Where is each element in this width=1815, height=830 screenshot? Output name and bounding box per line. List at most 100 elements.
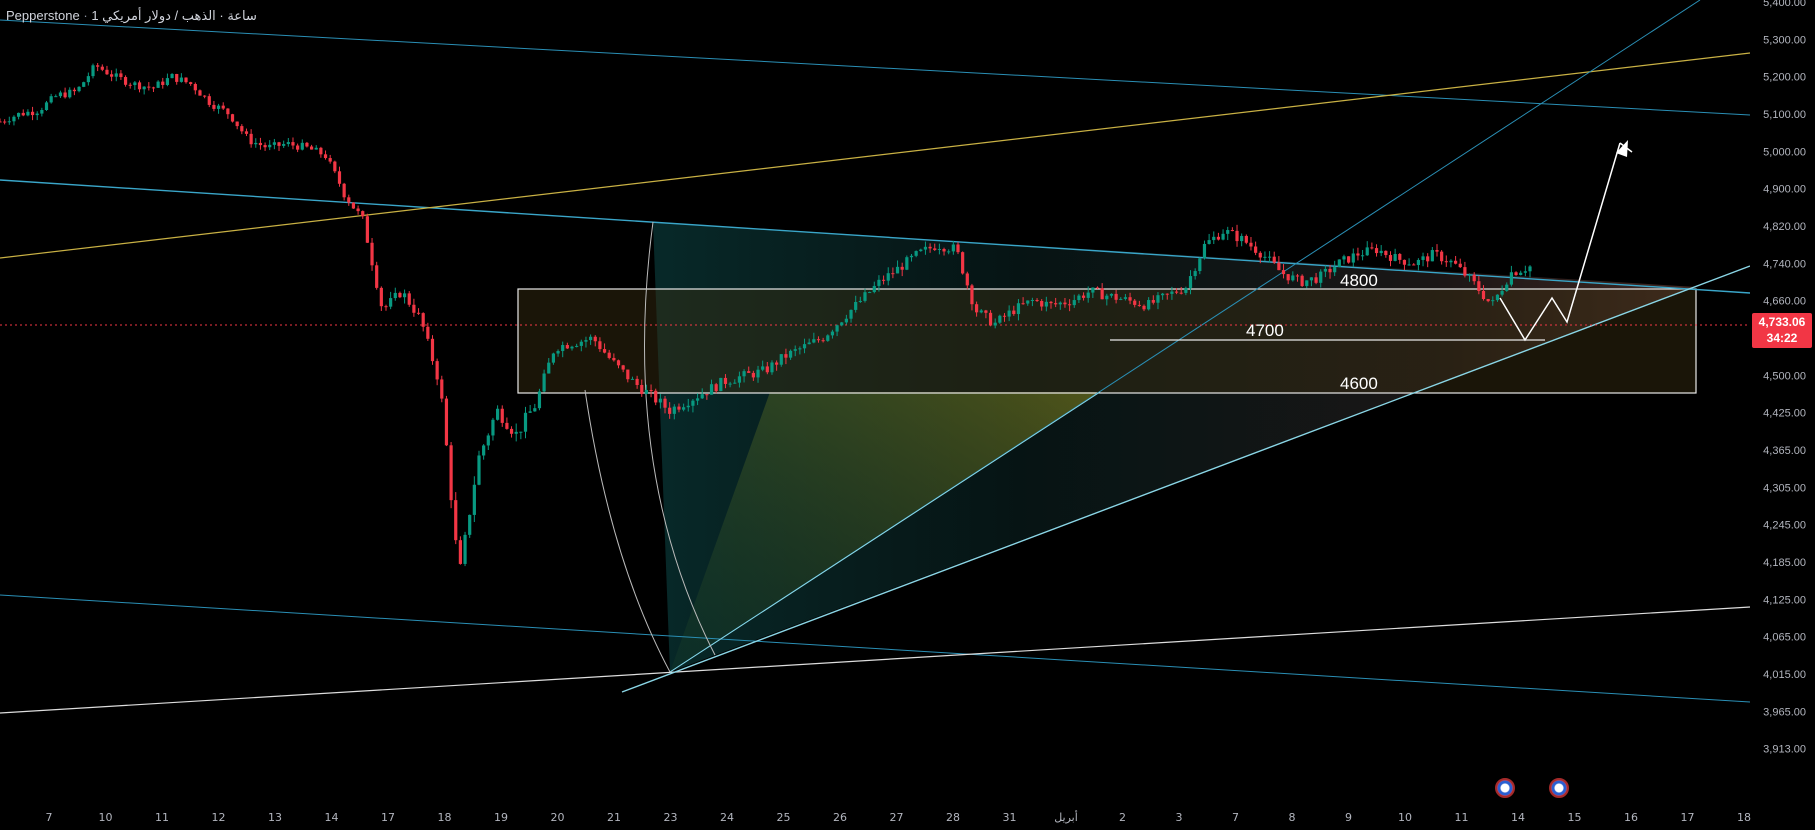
candle-body (1458, 263, 1462, 268)
candle-body (21, 112, 25, 116)
candle-body (1142, 305, 1146, 310)
us-flag-icon[interactable] (1549, 778, 1569, 798)
candle-body (212, 104, 216, 109)
candle-body (1184, 287, 1188, 293)
us-flag-icon[interactable] (1495, 778, 1515, 798)
candle-body (993, 322, 997, 326)
candle-body (1114, 293, 1118, 300)
candle-body (602, 349, 607, 353)
candle-body (965, 273, 969, 286)
time-tick-label: 27 (890, 811, 904, 824)
time-tick-label: 19 (494, 811, 508, 824)
symbol-title: 1 ساعة · الذهب / دولار أمريكي (91, 8, 257, 23)
candle-body (119, 73, 123, 78)
price-tick-label: 3,913.00 (1763, 744, 1806, 756)
candle-body (300, 142, 304, 150)
candle-body (1407, 264, 1411, 266)
resistance-zone[interactable] (517, 288, 1697, 394)
candle-body (1481, 290, 1486, 300)
candle-body (454, 500, 458, 541)
candle-body (988, 312, 993, 326)
label-4700: 4700 (1246, 321, 1284, 340)
candle-body (35, 113, 39, 116)
candle-body (170, 73, 174, 79)
candle-body (421, 313, 425, 327)
candle-body (412, 304, 416, 313)
candle-body (691, 400, 695, 406)
candle-body (663, 398, 667, 408)
candle-body (905, 257, 909, 270)
candle-body (458, 540, 462, 564)
candle-body (1179, 292, 1183, 294)
candle-body (640, 385, 644, 394)
channel-upper-line[interactable] (0, 19, 1751, 116)
candle-body (826, 335, 830, 341)
candle-body (1314, 277, 1318, 283)
candle-body (1202, 243, 1207, 259)
channel-lower-line[interactable] (0, 594, 1751, 703)
time-axis[interactable]: 7 10 11 12 13 14 17 18 19 20 21 23 24 25 26 27 28 31 أبريل… (46, 810, 1752, 824)
candles[interactable] (0, 63, 1532, 567)
candle-body (1212, 236, 1216, 241)
candle-body (110, 74, 114, 77)
candle-body (1272, 256, 1276, 263)
candle-body (1281, 270, 1286, 275)
candle-body (1044, 301, 1048, 307)
candle-body (333, 161, 337, 172)
candle-body (1491, 300, 1495, 302)
candle-body (472, 484, 476, 515)
price-tick-label: 4,305.00 (1763, 482, 1806, 494)
candle-body (1119, 298, 1123, 300)
candle-body (1472, 274, 1476, 282)
candle-body (1147, 300, 1151, 310)
candle-body (1193, 271, 1197, 277)
candle-body (765, 366, 769, 373)
time-tick-label: 7 (46, 811, 53, 824)
fan-line-mid[interactable] (669, 391, 1101, 673)
price-tick-label: 5,300.00 (1763, 34, 1806, 46)
channel-mid-line[interactable] (0, 179, 1751, 294)
candle-body (1319, 271, 1323, 283)
time-tick-label: 16 (1624, 811, 1638, 824)
time-tick-label: 25 (777, 811, 791, 824)
fibonacci-arc[interactable] (644, 221, 716, 656)
candle-body (509, 428, 514, 434)
projection-arrow-tip (1619, 142, 1633, 153)
candle-body (598, 341, 602, 350)
candle-body (147, 86, 151, 88)
candle-body (658, 398, 662, 403)
candle-body (863, 292, 867, 301)
candle-body (1123, 297, 1128, 299)
fibonacci-arc-inner[interactable] (584, 389, 671, 673)
candle-body (342, 183, 346, 198)
yellow-trend-line[interactable] (0, 52, 1751, 259)
projection-path[interactable] (1499, 142, 1621, 342)
candle-body (914, 251, 918, 256)
candle-body (1295, 275, 1300, 277)
candle-body (1347, 256, 1351, 263)
candle-body (193, 83, 197, 91)
candle-body (849, 309, 853, 319)
candle-body (286, 142, 290, 145)
candle-body (161, 81, 165, 85)
candle-body (802, 344, 807, 349)
candle-body (807, 342, 811, 345)
candle-body (1012, 310, 1016, 315)
time-tick-label: 17 (1681, 811, 1695, 824)
candle-body (961, 252, 965, 274)
rising-support-line[interactable] (621, 265, 1751, 693)
candle-body (719, 377, 723, 392)
price-axis[interactable]: 5,400.00 5,300.00 5,200.00 5,100.00 5,000.00… (1763, 0, 1806, 756)
candle-body (407, 293, 411, 305)
time-tick-label: 18 (438, 811, 452, 824)
candle-body (482, 445, 486, 456)
time-tick-label: 17 (381, 811, 395, 824)
candle-body (1091, 287, 1095, 293)
support-base-line[interactable] (0, 606, 1751, 714)
candle-body (928, 246, 932, 249)
price-tick-label: 4,820.00 (1763, 221, 1806, 233)
candle-body (770, 362, 774, 373)
candle-body (1440, 251, 1444, 262)
candle-body (742, 371, 746, 377)
